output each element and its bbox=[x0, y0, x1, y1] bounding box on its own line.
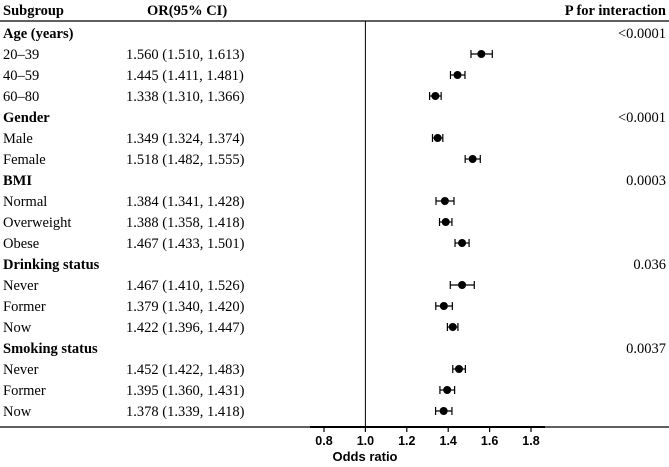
header-or-ci: OR(95% CI) bbox=[147, 3, 227, 19]
or-point bbox=[454, 365, 463, 373]
or-point bbox=[441, 218, 450, 226]
or-ci-text: 1.384 (1.341, 1.428) bbox=[126, 194, 245, 210]
subgroup-label: Former bbox=[3, 299, 46, 315]
or-ci-text: 1.560 (1.510, 1.613) bbox=[126, 47, 245, 63]
or-point bbox=[458, 239, 467, 247]
or-ci-text: 1.422 (1.396, 1.447) bbox=[126, 320, 245, 336]
or-ci-text: 1.467 (1.433, 1.501) bbox=[126, 236, 245, 252]
or-ci-text: 1.445 (1.411, 1.481) bbox=[126, 68, 244, 84]
or-ci-text: 1.349 (1.324, 1.374) bbox=[126, 131, 245, 147]
header-subgroup: Subgroup bbox=[3, 3, 64, 19]
x-tick-label: 0.8 bbox=[315, 434, 332, 448]
rows-layer: Age (years) <0.0001 20–39 1.560 (1.510, 1.6… bbox=[3, 26, 666, 420]
header-p-interaction: P for interaction bbox=[565, 3, 666, 19]
or-ci-text: 1.338 (1.310, 1.366) bbox=[126, 89, 245, 105]
p-interaction-value: 0.0037 bbox=[626, 341, 666, 357]
or-ci-text: 1.378 (1.339, 1.418) bbox=[126, 404, 245, 420]
subgroup-label: 60–80 bbox=[3, 89, 39, 105]
x-tick-label: 1.6 bbox=[481, 434, 498, 448]
subgroup-label: Female bbox=[3, 152, 46, 168]
subgroup-label: Now bbox=[3, 320, 32, 336]
subgroup-label: Normal bbox=[3, 194, 47, 210]
group-label: Gender bbox=[3, 110, 50, 126]
subgroup-label: Former bbox=[3, 383, 46, 399]
subgroup-label: 20–39 bbox=[3, 47, 39, 63]
x-tick-label: 1.2 bbox=[398, 434, 415, 448]
subgroup-label: Overweight bbox=[3, 215, 71, 231]
x-axis-label: Odds ratio bbox=[332, 449, 397, 464]
group-label: Age (years) bbox=[3, 26, 74, 42]
or-ci-text: 1.388 (1.358, 1.418) bbox=[126, 215, 245, 231]
x-tick-label: 1.4 bbox=[440, 434, 457, 448]
or-point bbox=[453, 71, 462, 79]
x-tick-label: 1.0 bbox=[357, 434, 374, 448]
or-ci-text: 1.395 (1.360, 1.431) bbox=[126, 383, 245, 399]
or-ci-text: 1.518 (1.482, 1.555) bbox=[126, 152, 245, 168]
subgroup-label: Male bbox=[3, 131, 33, 147]
or-point bbox=[468, 155, 477, 163]
or-ci-text: 1.467 (1.410, 1.526) bbox=[126, 278, 245, 294]
or-point bbox=[433, 134, 442, 142]
or-point bbox=[431, 92, 440, 100]
x-axis-ticks: 0.8 1.0 1.2 1.4 1.6 1.8 bbox=[315, 427, 540, 448]
or-point bbox=[448, 323, 457, 331]
group-label: Drinking status bbox=[3, 257, 100, 273]
group-label: BMI bbox=[3, 173, 32, 189]
x-tick-label: 1.8 bbox=[522, 434, 539, 448]
subgroup-label: Never bbox=[3, 278, 39, 294]
subgroup-label: 40–59 bbox=[3, 68, 39, 84]
or-point bbox=[477, 50, 486, 58]
p-interaction-value: 0.0003 bbox=[626, 173, 666, 189]
subgroup-label: Never bbox=[3, 362, 39, 378]
or-point bbox=[458, 281, 467, 289]
subgroup-label: Obese bbox=[3, 236, 39, 252]
or-ci-text: 1.452 (1.422, 1.483) bbox=[126, 362, 245, 378]
p-interaction-value: <0.0001 bbox=[618, 110, 666, 126]
p-interaction-value: <0.0001 bbox=[618, 26, 666, 42]
or-point bbox=[440, 197, 449, 205]
or-point bbox=[443, 386, 452, 394]
or-ci-text: 1.379 (1.340, 1.420) bbox=[126, 299, 245, 315]
marks-layer bbox=[428, 50, 493, 415]
p-interaction-value: 0.036 bbox=[633, 257, 666, 273]
or-point bbox=[439, 407, 448, 415]
or-point bbox=[439, 302, 448, 310]
subgroup-label: Now bbox=[3, 404, 32, 420]
group-label: Smoking status bbox=[3, 341, 98, 357]
